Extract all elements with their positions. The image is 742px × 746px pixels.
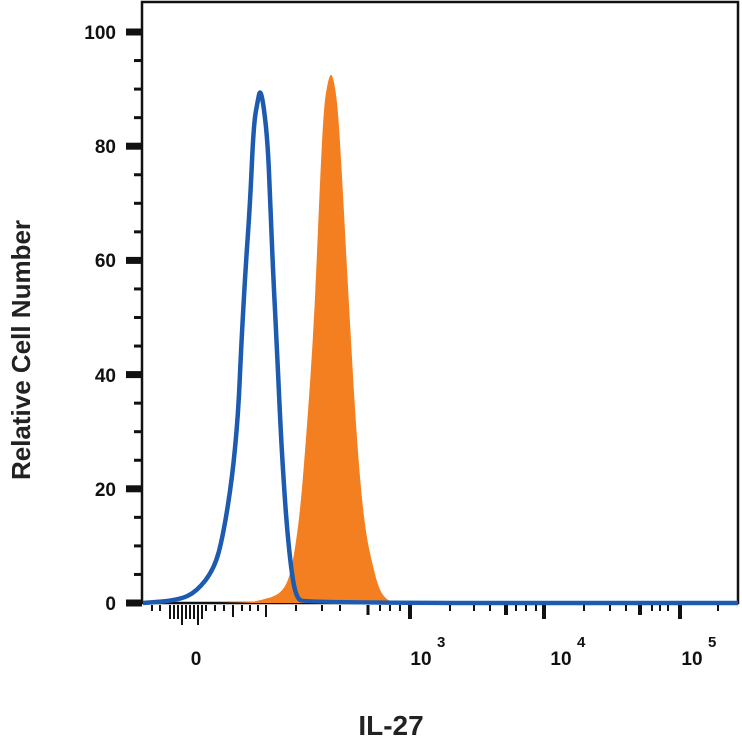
y-major-tick bbox=[126, 28, 142, 36]
y-minor-tick bbox=[134, 87, 142, 91]
x-minor-tick bbox=[241, 605, 243, 611]
y-tick-label-80: 80 bbox=[95, 137, 116, 158]
x-tick-label-1e3: 10 bbox=[410, 649, 431, 670]
y-minor-tick bbox=[134, 430, 142, 434]
x-minor-tick bbox=[295, 605, 297, 611]
x-minor-tick bbox=[625, 605, 627, 611]
x-axis-title: IL-27 bbox=[358, 710, 423, 741]
y-minor-tick bbox=[134, 515, 142, 519]
y-minor-tick bbox=[134, 201, 142, 205]
x-minor-tick bbox=[525, 605, 527, 611]
y-minor-tick bbox=[134, 458, 142, 462]
x-minor-tick bbox=[249, 605, 251, 611]
y-minor-tick bbox=[134, 230, 142, 234]
y-tick-label-100: 100 bbox=[84, 23, 116, 44]
y-minor-tick bbox=[134, 59, 142, 63]
y-major-tick bbox=[126, 142, 142, 150]
x-minor-tick bbox=[151, 605, 153, 611]
x-minor-tick bbox=[265, 605, 267, 617]
y-major-tick bbox=[126, 256, 142, 264]
x-minor-tick bbox=[389, 605, 391, 611]
x-tick-label-1e4: 10 bbox=[550, 649, 571, 670]
x-tick-exp-4: 4 bbox=[577, 634, 586, 651]
x-minor-tick bbox=[609, 605, 611, 611]
y-major-tick bbox=[126, 599, 142, 607]
x-minor-tick bbox=[232, 605, 234, 617]
x-major-tick bbox=[678, 605, 682, 619]
x-major-tick bbox=[408, 605, 412, 619]
x-major-tick bbox=[169, 605, 171, 619]
x-minor-tick bbox=[638, 605, 642, 615]
x-minor-tick bbox=[535, 605, 537, 611]
x-tick-label-1e5: 10 bbox=[681, 649, 702, 670]
y-axis-ticks bbox=[126, 28, 142, 607]
y-tick-label-60: 60 bbox=[95, 251, 116, 272]
x-tick-exp-3: 3 bbox=[437, 634, 445, 651]
x-axis-ticks bbox=[151, 605, 719, 625]
x-major-tick bbox=[201, 605, 203, 619]
y-tick-label-20: 20 bbox=[95, 480, 116, 501]
x-axis-labels: 0 10 3 10 4 10 5 bbox=[191, 634, 717, 670]
x-minor-tick bbox=[489, 605, 491, 611]
plot-frame bbox=[140, 0, 740, 605]
x-minor-tick bbox=[214, 605, 216, 611]
x-major-tick bbox=[193, 605, 195, 619]
x-tick-exp-5: 5 bbox=[708, 634, 716, 651]
x-minor-tick bbox=[399, 605, 401, 611]
y-axis-title: Relative Cell Number bbox=[6, 220, 36, 480]
y-minor-tick bbox=[134, 287, 142, 291]
y-minor-tick bbox=[134, 572, 142, 576]
x-minor-tick bbox=[473, 605, 475, 611]
y-minor-tick bbox=[134, 344, 142, 348]
y-major-tick bbox=[126, 485, 142, 493]
x-minor-tick bbox=[205, 605, 207, 611]
y-minor-tick bbox=[134, 116, 142, 120]
x-minor-tick bbox=[651, 605, 653, 611]
x-major-tick bbox=[542, 605, 546, 619]
y-major-tick bbox=[126, 371, 142, 379]
y-minor-tick bbox=[134, 316, 142, 319]
x-minor-tick bbox=[583, 605, 585, 611]
y-tick-label-0: 0 bbox=[105, 594, 116, 615]
isotype-histogram-line bbox=[142, 90, 738, 606]
x-major-tick bbox=[177, 605, 179, 619]
x-minor-tick bbox=[223, 605, 225, 611]
x-minor-tick bbox=[504, 605, 508, 615]
x-major-tick bbox=[185, 605, 187, 619]
x-minor-tick bbox=[366, 605, 370, 615]
x-minor-tick bbox=[659, 605, 661, 611]
x-minor-tick bbox=[515, 605, 517, 611]
x-minor-tick bbox=[667, 605, 669, 611]
y-axis-labels: 0 20 40 60 80 100 bbox=[84, 23, 116, 615]
x-minor-tick bbox=[339, 605, 341, 611]
x-minor-tick bbox=[321, 605, 323, 611]
x-major-tick bbox=[181, 605, 183, 625]
x-minor-tick bbox=[717, 605, 719, 611]
x-major-tick bbox=[189, 605, 191, 619]
x-tick-label-0: 0 bbox=[191, 649, 202, 670]
y-tick-label-40: 40 bbox=[95, 366, 116, 387]
x-minor-tick bbox=[159, 605, 161, 611]
x-major-tick bbox=[197, 605, 199, 625]
y-minor-tick bbox=[134, 173, 142, 177]
x-minor-tick bbox=[379, 605, 381, 611]
x-minor-tick bbox=[449, 605, 451, 611]
x-minor-tick bbox=[257, 605, 259, 611]
y-minor-tick bbox=[134, 401, 142, 405]
x-major-tick bbox=[173, 605, 175, 619]
y-minor-tick bbox=[134, 544, 142, 548]
